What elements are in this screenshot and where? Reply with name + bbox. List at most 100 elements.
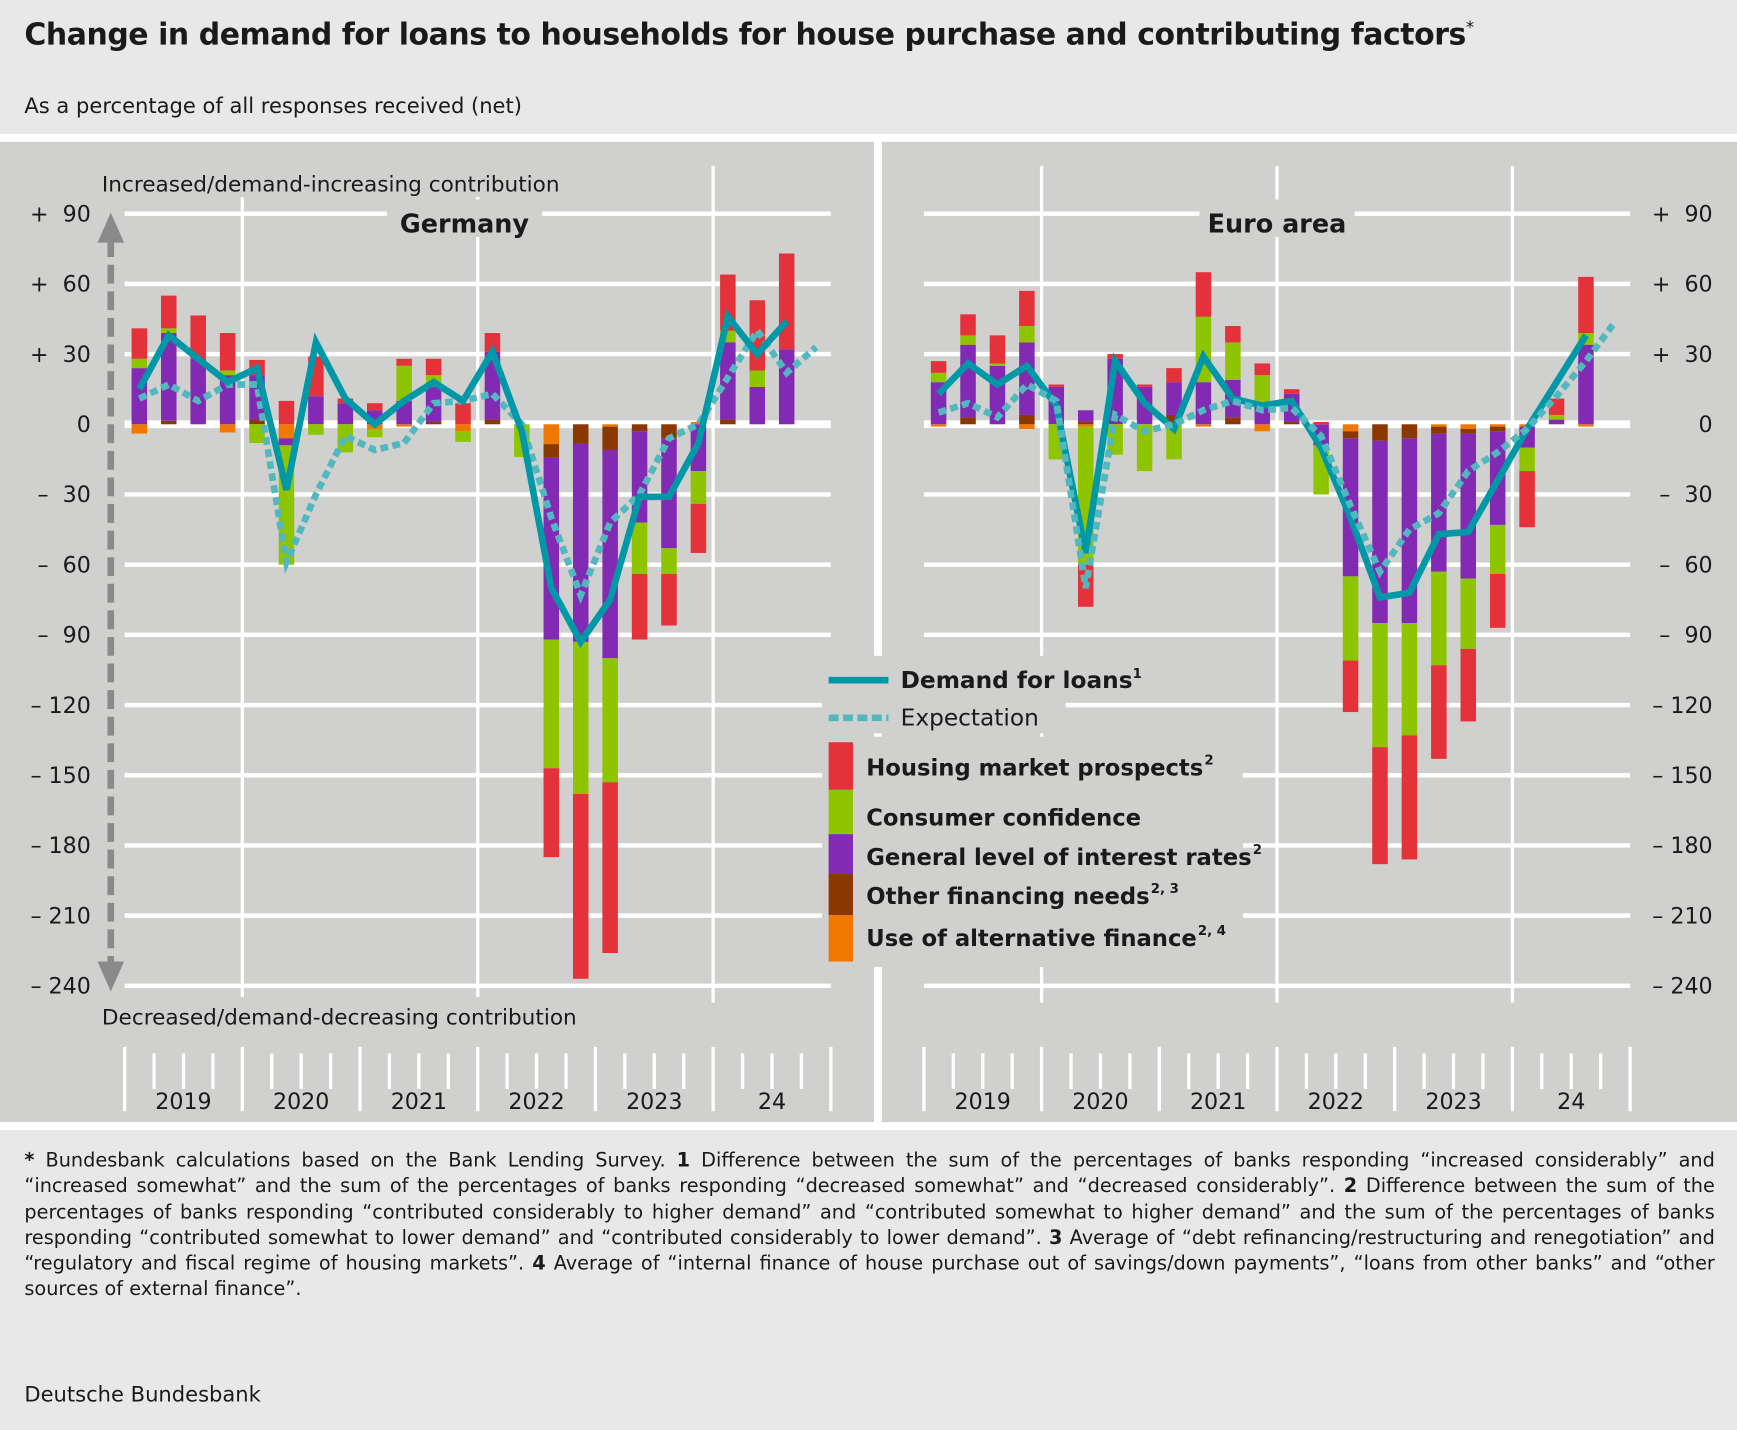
footnotes: * Bundesbank calculations based on the B… xyxy=(24,1149,1714,1304)
y-tick-label: 0 xyxy=(77,412,91,438)
bar-segment-a xyxy=(278,424,295,439)
y-tick-label: – 30 xyxy=(1659,482,1712,508)
bar-segment-h xyxy=(219,333,236,371)
x-tick-label: 2023 xyxy=(1425,1089,1481,1115)
legend-swatch-i xyxy=(828,834,853,875)
bar-segment-c xyxy=(1225,342,1241,380)
bar-segment-o xyxy=(425,421,442,425)
bar-segment-c xyxy=(720,330,736,343)
bar-segment-a xyxy=(1489,424,1506,427)
bar-segment-c xyxy=(1342,576,1359,661)
bar-segment-h xyxy=(1195,272,1212,317)
bar-segment-h xyxy=(543,768,560,858)
axis-top-label: Increased/demand-increasing contribution xyxy=(102,173,560,198)
bar-segment-i xyxy=(1460,433,1477,579)
legend-background xyxy=(821,736,1243,968)
bar-segment-h xyxy=(278,400,295,425)
bar-segment-a xyxy=(1342,424,1359,432)
bar-segment-c xyxy=(308,424,324,435)
y-tick-label: – 120 xyxy=(1652,693,1712,719)
bar-segment-o xyxy=(543,444,560,458)
legend: Demand for loans1 Expectation Housing mark… xyxy=(821,655,1266,968)
x-tick-label: 2020 xyxy=(1072,1089,1128,1115)
axis-label-background xyxy=(99,997,588,1029)
bar-segment-c xyxy=(249,424,265,443)
top-rule xyxy=(0,134,1737,142)
bar-segment-c xyxy=(690,471,707,504)
arrow-down-icon xyxy=(97,961,125,992)
bar-segment-o xyxy=(1431,426,1447,434)
y-tick-label: 0 xyxy=(1699,412,1713,438)
x-tick-label: 2023 xyxy=(626,1089,682,1115)
bar-segment-a xyxy=(930,424,947,427)
bar-segment-a xyxy=(455,424,471,432)
y-tick-label: – 150 xyxy=(1652,763,1712,789)
bar-segment-h xyxy=(425,358,442,376)
bar-segment-c xyxy=(161,328,177,334)
bar-segment-o xyxy=(1283,421,1300,425)
bar-segment-a xyxy=(1431,424,1447,427)
bar-segment-h xyxy=(396,358,412,366)
footnote-4: 4 Average of “internal finance of house … xyxy=(24,1253,1715,1302)
bar-segment-c xyxy=(1489,524,1506,575)
bar-segment-i xyxy=(1548,419,1565,425)
demand-for-loans-line xyxy=(136,309,790,649)
bar-segment-c xyxy=(1372,623,1388,748)
x-tick-label: 2019 xyxy=(155,1089,211,1115)
bar-segment-i xyxy=(1019,342,1035,415)
bar-segment-a xyxy=(1254,424,1271,432)
y-tick-label: + 90 xyxy=(1652,201,1713,227)
footnote-1: 1 Difference between the sum of the perc… xyxy=(24,1149,1715,1198)
bar-segment-i xyxy=(602,450,618,659)
bar-segment-c xyxy=(602,658,618,783)
bar-segment-o xyxy=(1372,424,1388,441)
panel-title-background xyxy=(386,199,542,238)
y-tick-label: – 240 xyxy=(1652,974,1712,1000)
x-tick-label: 24 xyxy=(758,1089,786,1115)
y-tick-label: – 210 xyxy=(1652,903,1712,929)
bar-segment-c xyxy=(1401,623,1418,736)
panel-germany xyxy=(0,141,875,1123)
legend-label: General level of interest rates xyxy=(866,845,1251,871)
bar-segment-o xyxy=(631,424,648,432)
panel-divider xyxy=(874,141,882,1123)
bar-segment-o xyxy=(602,426,618,451)
bar-segment-i xyxy=(572,442,589,642)
bar-segment-c xyxy=(1136,424,1153,472)
bar-segment-a xyxy=(690,421,707,425)
legend-demand-label: Demand for loans1 xyxy=(901,667,1142,694)
bar-segment-a xyxy=(396,424,412,427)
legend-swatch-h xyxy=(828,742,853,790)
bar-segment-h xyxy=(1401,735,1418,860)
bar-segment-o xyxy=(1460,428,1477,434)
bar-segment-a xyxy=(1578,424,1594,427)
y-tick-label: – 210 xyxy=(30,903,90,929)
y-tick-label: + 30 xyxy=(30,342,91,368)
bar-segment-i xyxy=(1166,382,1182,415)
y-tick-label: – 180 xyxy=(30,833,90,859)
legend-label: Consumer confidence xyxy=(866,805,1141,831)
bar-segment-o xyxy=(1342,431,1359,439)
panel-euro-area xyxy=(881,141,1737,1123)
legend-footnote-marker: 2, 3 xyxy=(1151,882,1179,897)
y-tick-label: – 120 xyxy=(30,693,90,719)
bar-segment-h xyxy=(455,403,471,425)
legend-swatch-o xyxy=(828,874,853,916)
bar-segment-h xyxy=(1225,326,1241,343)
legend-swatch-c xyxy=(828,789,853,835)
bar-segment-h xyxy=(1313,421,1329,425)
legend-swatch-a xyxy=(828,915,853,962)
bar-segment-c xyxy=(1166,424,1182,460)
bar-segment-h xyxy=(1283,389,1300,394)
bar-segment-h xyxy=(131,328,148,359)
bar-segment-c xyxy=(455,431,471,442)
panel-title: Germany xyxy=(400,210,530,240)
bar-segment-h xyxy=(484,333,501,352)
bar-segment-c xyxy=(219,370,236,376)
bar-segment-i xyxy=(1077,410,1094,422)
bar-segment-o xyxy=(1166,414,1182,425)
chart-title-text: Change in demand for loans to households… xyxy=(24,17,1466,53)
bar-segment-c xyxy=(1431,571,1447,666)
bar-segment-h xyxy=(1254,363,1271,376)
x-tick-label: 2022 xyxy=(508,1089,564,1115)
